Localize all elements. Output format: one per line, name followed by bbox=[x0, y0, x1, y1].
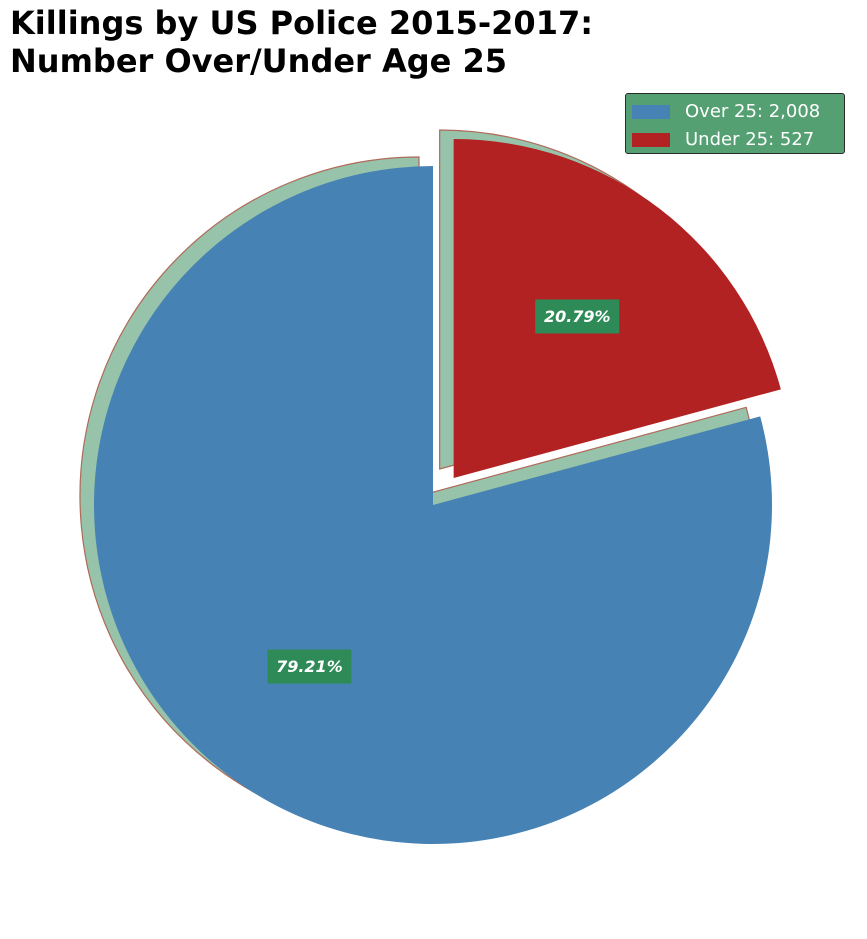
legend: Over 25: 2,008 Under 25: 527 bbox=[625, 93, 845, 154]
legend-entry-under-25: Under 25: 527 bbox=[632, 127, 838, 152]
label-layer: 79.21% 20.79% bbox=[267, 299, 620, 684]
percent-label-box-under-25 bbox=[535, 299, 620, 334]
percent-label-box-over-25 bbox=[267, 649, 352, 684]
legend-label-over-25: Over 25: 2,008 bbox=[685, 101, 821, 122]
pie-slice-over-25 bbox=[93, 166, 772, 844]
chart-title: Killings by US Police 2015-2017: Number … bbox=[10, 4, 593, 80]
legend-label-under-25: Under 25: 527 bbox=[685, 129, 815, 150]
legend-swatch-under-25 bbox=[632, 132, 670, 147]
percent-label-text-under-25: 20.79% bbox=[544, 307, 611, 326]
legend-swatch-over-25 bbox=[632, 104, 670, 119]
percent-label-over-25: 79.21% bbox=[267, 649, 352, 684]
chart-title-line-2: Number Over/Under Age 25 bbox=[10, 42, 508, 80]
chart-title-line-1: Killings by US Police 2015-2017: bbox=[10, 4, 594, 42]
legend-entry-over-25: Over 25: 2,008 bbox=[632, 99, 838, 124]
percent-label-under-25: 20.79% bbox=[535, 299, 620, 334]
percent-label-text-over-25: 79.21% bbox=[276, 657, 343, 676]
